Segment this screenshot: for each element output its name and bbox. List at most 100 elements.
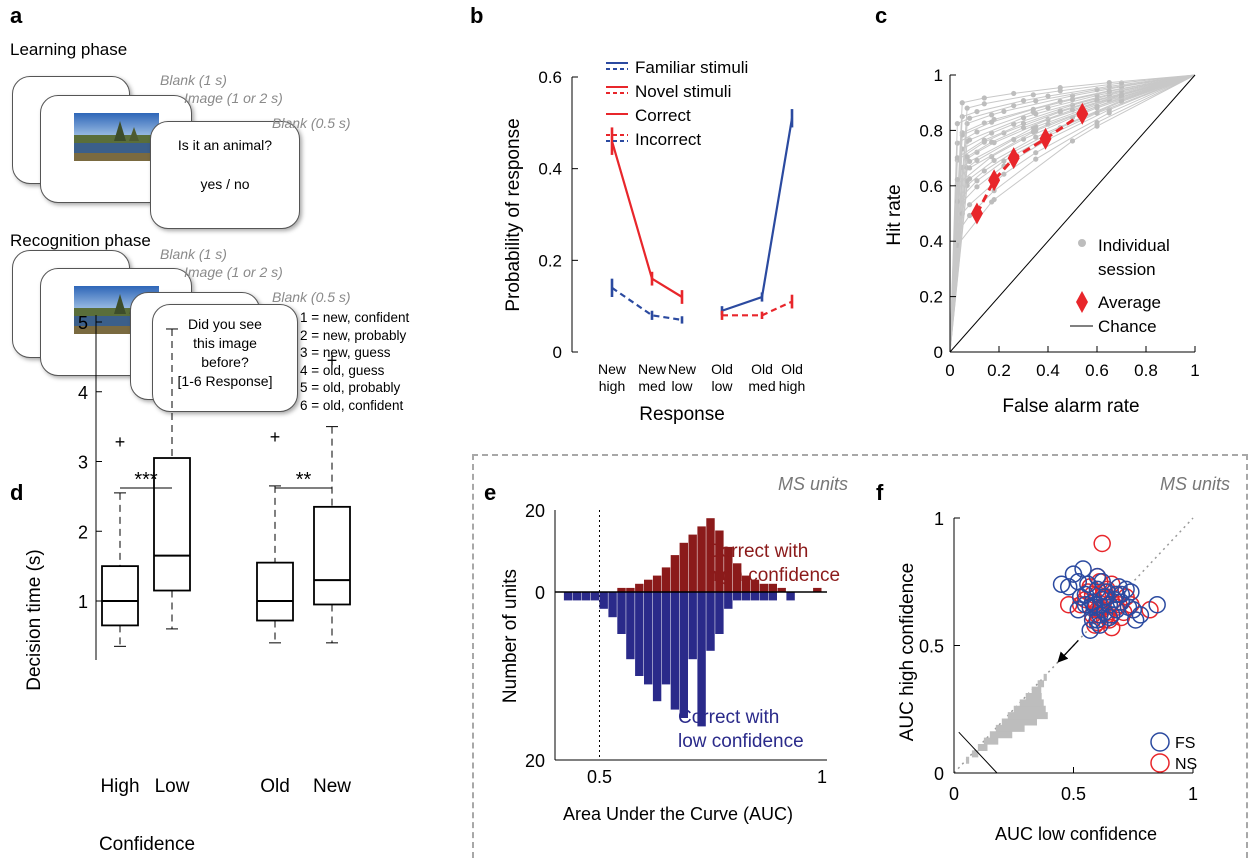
b-x-tick-label: Old (781, 361, 803, 377)
b-x-tick-label: low (671, 378, 693, 394)
d-box (256, 561, 294, 622)
d-box (153, 457, 191, 592)
e-bar-high (715, 530, 724, 592)
e-y-tick-label: 0 (535, 583, 545, 603)
c-session-point (989, 154, 995, 160)
b-y-tick-label: 0.2 (538, 251, 562, 270)
e-bar-high (733, 563, 742, 592)
c-session-point (974, 108, 980, 115)
e-bar-high (635, 583, 644, 592)
e-bar-low (786, 592, 795, 601)
f-point-fs (1052, 575, 1071, 594)
e-x-axis-label: Area Under the Curve (AUC) (563, 804, 793, 824)
c-session-point (1033, 150, 1039, 156)
c-session-point (967, 176, 973, 182)
e-bar-low (768, 592, 777, 601)
f-projection-histogram (965, 673, 1048, 764)
d-outlier: + (115, 432, 126, 452)
c-session-point (967, 165, 973, 171)
c-session-point (967, 115, 973, 121)
c-session-point (1001, 158, 1007, 164)
b-x-tick-label: med (748, 378, 775, 394)
f-point-fs (1064, 565, 1083, 583)
c-legend-individual: Individual (1098, 236, 1170, 255)
c-session-point (974, 178, 980, 184)
e-bar-low (599, 592, 608, 609)
f-point-fs (1059, 578, 1078, 596)
c-session-point (1011, 121, 1017, 127)
e-bar-high (768, 583, 777, 592)
f-y-tick-label: 0.5 (919, 637, 944, 657)
b-y-tick-label: 0 (553, 343, 562, 362)
c-session-point (991, 157, 997, 164)
c-session-point (981, 137, 987, 143)
c-session-point (1020, 115, 1027, 121)
f-point-fs (1117, 580, 1135, 599)
c-session-point (1094, 97, 1100, 103)
d-y-tick-label: 3 (78, 453, 88, 473)
b-series-line (610, 140, 683, 298)
f-projection-axis (958, 731, 998, 774)
d-y-axis-label: Decision time (s) (24, 549, 45, 690)
c-session-point (967, 212, 973, 219)
f-point-fs (1131, 606, 1150, 624)
c-session-point (989, 139, 995, 145)
e-bar-high (617, 587, 626, 592)
e-bar-low (617, 592, 626, 634)
e-bar-high (759, 583, 769, 592)
response-2: 2 = new, probably (300, 327, 407, 343)
c-session-point (974, 157, 980, 163)
c-session-point (981, 95, 987, 101)
e-bar-low (679, 592, 688, 718)
e-bar-high (670, 555, 680, 592)
c-session-point (981, 101, 987, 107)
c-session-point (1094, 123, 1100, 129)
recog-q-line-4: [1-6 Response] (177, 373, 273, 389)
e-bar-low (741, 592, 751, 601)
c-session-point (959, 100, 965, 106)
c-average-marker (1007, 147, 1020, 170)
c-average-marker (970, 202, 983, 225)
c-average-marker (1039, 127, 1052, 150)
e-bar-high (706, 518, 715, 592)
b-y-tick-label: 0.6 (538, 68, 562, 87)
c-session-point (964, 105, 970, 111)
f-point-ns (1093, 534, 1111, 553)
c-session-point (1033, 98, 1039, 104)
c-y-tick-label: 0.2 (919, 288, 943, 307)
c-session-point (1106, 79, 1112, 86)
d-box (101, 565, 139, 627)
recog-q-line-1: Did you see (188, 316, 262, 332)
c-y-tick-label: 1 (934, 66, 943, 85)
b-x-tick-label: New (638, 361, 667, 377)
c-session-point (967, 202, 973, 208)
d-x-tick-label: Low (155, 776, 190, 797)
timing-blank-2: Blank (0.5 s) (272, 115, 351, 131)
d-y-tick-label: 2 (78, 522, 88, 542)
f-point-fs (1086, 598, 1104, 616)
b-series-line (721, 118, 794, 312)
e-bar-low (661, 592, 671, 685)
response-5: 5 = old, probably (300, 380, 401, 396)
learning-phase-title: Learning phase (10, 40, 128, 59)
c-session-point (1045, 93, 1051, 99)
f-x-tick-label: 0 (949, 784, 959, 804)
b-x-tick-label: New (668, 361, 697, 377)
e-bar-high (697, 526, 706, 592)
c-session-point (1106, 88, 1112, 95)
f-point-ns (1059, 595, 1078, 614)
e-bar-low (724, 592, 733, 609)
c-session-point (1020, 125, 1027, 131)
b-x-tick-label: high (599, 378, 625, 394)
c-y-tick-label: 0.8 (919, 121, 943, 140)
c-session-point (1030, 106, 1036, 112)
recog-timing-blank-2: Blank (0.5 s) (272, 289, 351, 305)
f-y-axis-label: AUC high confidence (897, 563, 918, 742)
e-bar-high (626, 587, 635, 592)
b-legend-label: Correct (635, 106, 691, 125)
e-bar-high (679, 542, 688, 592)
response-3: 3 = new, guess (300, 345, 391, 361)
c-session-point (959, 113, 965, 120)
f-x-tick-label: 1 (1188, 784, 1198, 804)
c-chance-line (949, 74, 1196, 353)
